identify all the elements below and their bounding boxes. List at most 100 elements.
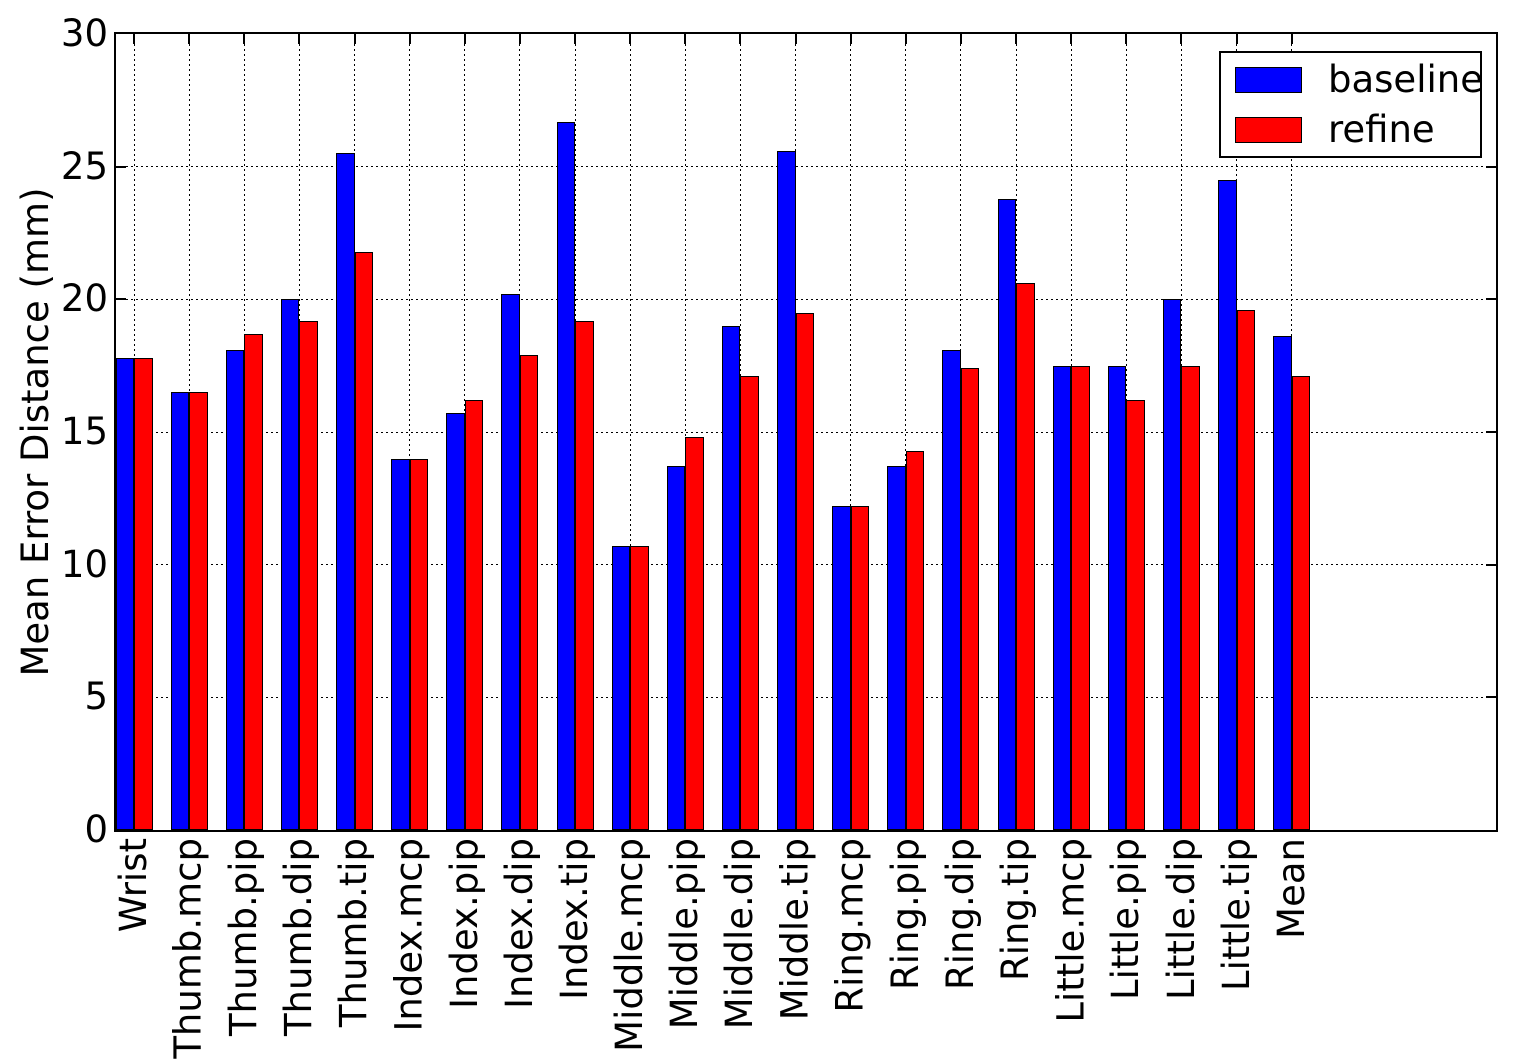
bar-baseline-Little.mcp xyxy=(1052,365,1072,830)
xtick-mark-top-Wrist xyxy=(133,34,135,44)
bar-baseline-Little.pip xyxy=(1107,365,1127,830)
xtick-mark-top-Mean xyxy=(1290,34,1293,44)
ytick-label-5: 5 xyxy=(84,675,108,719)
ytick-mark-left-20 xyxy=(116,298,126,301)
xtick-mark-top-Index.dip xyxy=(518,34,521,44)
y-axis-label: Mean Error Distance (mm) xyxy=(14,187,57,677)
gridline-x-Ring.pip xyxy=(905,34,907,830)
xtick-mark-top-Ring.tip xyxy=(1015,34,1018,44)
xtick-label-Index.mcp: Index.mcp xyxy=(387,838,431,1032)
xtick-label-Little.dip: Little.dip xyxy=(1159,838,1203,1000)
xtick-label-Index.pip: Index.pip xyxy=(442,838,486,1009)
bar-baseline-Thumb.dip xyxy=(280,299,300,830)
bar-baseline-Ring.tip xyxy=(997,198,1017,830)
gridline-y-25 xyxy=(116,166,1496,168)
baseline-swatch-icon xyxy=(1235,66,1302,93)
xtick-label-Little.tip: Little.tip xyxy=(1214,838,1258,991)
xtick-label-Middle.mcp: Middle.mcp xyxy=(608,838,652,1052)
bar-baseline-Middle.dip xyxy=(721,325,741,830)
gridline-x-Middle.pip xyxy=(684,34,686,830)
bar-baseline-Middle.pip xyxy=(666,466,686,830)
xtick-label-Thumb.tip: Thumb.tip xyxy=(332,838,376,1028)
bar-baseline-Ring.mcp xyxy=(832,506,851,830)
legend: baseline refine xyxy=(1219,51,1483,158)
xtick-mark-top-Thumb.mcp xyxy=(188,34,191,44)
xtick-mark-top-Index.tip xyxy=(574,34,577,44)
xtick-mark-top-Ring.pip xyxy=(904,34,907,44)
xtick-mark-top-Thumb.pip xyxy=(243,34,246,44)
legend-label-baseline: baseline xyxy=(1328,57,1483,101)
ytick-mark-left-25 xyxy=(116,165,126,168)
bar-refine-Index.pip xyxy=(464,400,484,830)
bar-refine-Thumb.pip xyxy=(244,333,263,830)
ytick-label-15: 15 xyxy=(60,410,108,453)
bar-refine-Little.tip xyxy=(1236,309,1256,830)
bar-baseline-Thumb.pip xyxy=(225,349,245,830)
bar-refine-Middle.tip xyxy=(795,312,815,830)
ytick-label-25: 25 xyxy=(60,144,108,188)
bar-refine-Thumb.dip xyxy=(299,320,318,830)
bar-baseline-Middle.tip xyxy=(777,150,796,830)
xtick-label-Middle.tip: Middle.tip xyxy=(773,838,817,1021)
bar-baseline-Thumb.tip xyxy=(336,153,355,830)
bar-baseline-Index.mcp xyxy=(391,458,410,830)
xtick-mark-top-Thumb.tip xyxy=(353,34,356,44)
legend-item-baseline: baseline xyxy=(1235,57,1483,101)
bar-baseline-Little.dip xyxy=(1162,299,1182,830)
ytick-mark-right-20 xyxy=(1486,298,1496,301)
bar-refine-Thumb.tip xyxy=(354,251,374,830)
xtick-mark-top-Middle.pip xyxy=(684,34,687,44)
bar-refine-Wrist xyxy=(134,357,153,830)
ytick-label-10: 10 xyxy=(60,542,108,586)
bar-refine-Ring.tip xyxy=(1016,283,1035,830)
bar-refine-Index.dip xyxy=(519,355,539,830)
xtick-mark-top-Index.mcp xyxy=(408,34,411,44)
ytick-label-20: 20 xyxy=(60,277,108,321)
xtick-label-Middle.pip: Middle.pip xyxy=(663,838,707,1030)
ytick-mark-right-10 xyxy=(1486,563,1496,566)
bar-baseline-Ring.dip xyxy=(942,349,961,830)
bar-baseline-Index.tip xyxy=(556,121,576,830)
xtick-label-Little.mcp: Little.mcp xyxy=(1049,838,1093,1023)
gridline-x-Middle.mcp xyxy=(629,34,631,830)
xtick-label-Index.tip: Index.tip xyxy=(553,838,597,1000)
xtick-label-Thumb.dip: Thumb.dip xyxy=(277,838,321,1037)
bar-refine-Index.tip xyxy=(575,320,594,830)
ytick-mark-right-25 xyxy=(1486,165,1496,168)
xtick-mark-top-Little.mcp xyxy=(1070,34,1073,44)
bar-refine-Little.dip xyxy=(1181,365,1200,830)
xtick-label-Ring.dip: Ring.dip xyxy=(938,838,982,990)
bar-baseline-Thumb.mcp xyxy=(170,392,190,830)
xtick-label-Thumb.pip: Thumb.pip xyxy=(222,838,266,1037)
xtick-mark-top-Middle.mcp xyxy=(629,34,632,44)
xtick-mark-top-Thumb.dip xyxy=(298,34,301,44)
legend-item-refine: refine xyxy=(1235,109,1480,150)
xtick-mark-top-Index.pip xyxy=(463,34,466,44)
xtick-mark-top-Ring.dip xyxy=(959,34,962,44)
xtick-label-Little.pip: Little.pip xyxy=(1104,838,1148,1000)
xtick-label-Ring.mcp: Ring.mcp xyxy=(828,838,872,1013)
gridline-x-Ring.mcp xyxy=(850,34,852,830)
bar-refine-Thumb.mcp xyxy=(189,392,208,830)
xtick-label-Thumb.mcp: Thumb.mcp xyxy=(167,838,211,1059)
bar-refine-Index.mcp xyxy=(409,458,429,830)
bar-baseline-Mean xyxy=(1273,336,1292,830)
gridline-x-Index.mcp xyxy=(409,34,411,830)
xtick-mark-top-Little.tip xyxy=(1235,34,1238,44)
plot-area xyxy=(114,32,1498,832)
bar-baseline-Middle.mcp xyxy=(611,546,631,830)
gridline-y-20 xyxy=(116,298,1496,300)
bar-refine-Ring.mcp xyxy=(850,506,870,830)
bar-refine-Middle.dip xyxy=(740,376,759,830)
bar-baseline-Ring.pip xyxy=(887,466,906,830)
bar-baseline-Wrist xyxy=(115,357,134,830)
xtick-label-Ring.tip: Ring.tip xyxy=(994,838,1038,981)
xtick-label-Index.dip: Index.dip xyxy=(497,838,541,1009)
xtick-label-Wrist: Wrist xyxy=(112,838,155,933)
xtick-mark-top-Little.dip xyxy=(1180,34,1183,44)
xtick-mark-top-Ring.mcp xyxy=(849,34,852,44)
bar-refine-Middle.pip xyxy=(685,437,704,830)
bar-refine-Little.mcp xyxy=(1071,365,1090,830)
bar-refine-Ring.dip xyxy=(960,368,980,830)
